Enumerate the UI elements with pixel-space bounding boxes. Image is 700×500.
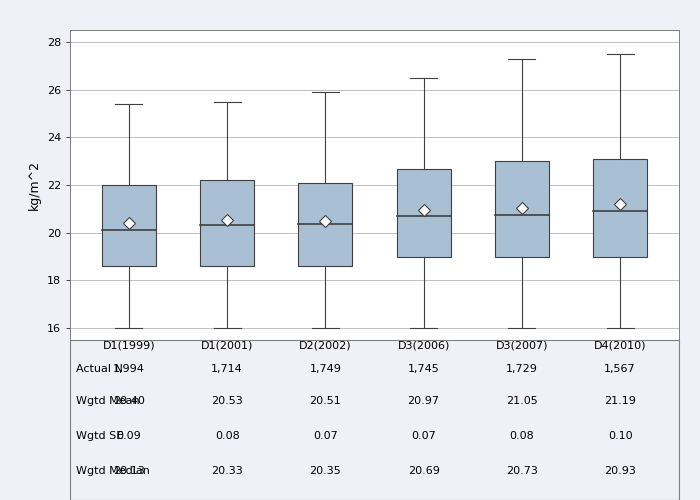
Text: 0.07: 0.07 (313, 431, 338, 441)
FancyBboxPatch shape (593, 159, 647, 256)
Text: 21.19: 21.19 (604, 396, 636, 406)
Text: 1,567: 1,567 (604, 364, 636, 374)
FancyBboxPatch shape (102, 185, 156, 266)
Text: 1,994: 1,994 (113, 364, 145, 374)
Text: D3(2007): D3(2007) (496, 340, 548, 350)
Text: D3(2006): D3(2006) (398, 340, 450, 350)
Text: D4(2010): D4(2010) (594, 340, 646, 350)
Text: 0.08: 0.08 (510, 431, 534, 441)
Text: 0.09: 0.09 (117, 431, 141, 441)
Text: Wgtd Median: Wgtd Median (76, 466, 150, 476)
Text: D1(2001): D1(2001) (201, 340, 253, 350)
Text: D1(1999): D1(1999) (103, 340, 155, 350)
Text: 1,729: 1,729 (506, 364, 538, 374)
Text: 20.97: 20.97 (407, 396, 440, 406)
Text: D2(2002): D2(2002) (299, 340, 351, 350)
Text: 0.08: 0.08 (215, 431, 239, 441)
Text: 1,749: 1,749 (309, 364, 342, 374)
Text: 1,745: 1,745 (407, 364, 440, 374)
Text: 20.93: 20.93 (604, 466, 636, 476)
Text: Actual N: Actual N (76, 364, 123, 374)
Text: 20.33: 20.33 (211, 466, 243, 476)
Text: 20.35: 20.35 (309, 466, 342, 476)
FancyBboxPatch shape (200, 180, 254, 266)
Text: 20.51: 20.51 (309, 396, 342, 406)
Text: 21.05: 21.05 (506, 396, 538, 406)
Text: 20.53: 20.53 (211, 396, 243, 406)
Text: 1,714: 1,714 (211, 364, 243, 374)
FancyBboxPatch shape (298, 182, 352, 266)
Text: 20.13: 20.13 (113, 466, 145, 476)
Text: Wgtd SE: Wgtd SE (76, 431, 123, 441)
FancyBboxPatch shape (397, 170, 451, 256)
Text: 20.69: 20.69 (407, 466, 440, 476)
Text: 20.40: 20.40 (113, 396, 145, 406)
Text: Wgtd Mean: Wgtd Mean (76, 396, 140, 406)
Y-axis label: kg/m^2: kg/m^2 (28, 160, 41, 210)
FancyBboxPatch shape (495, 161, 549, 256)
Text: 20.73: 20.73 (506, 466, 538, 476)
Text: 0.10: 0.10 (608, 431, 632, 441)
Text: 0.07: 0.07 (411, 431, 436, 441)
